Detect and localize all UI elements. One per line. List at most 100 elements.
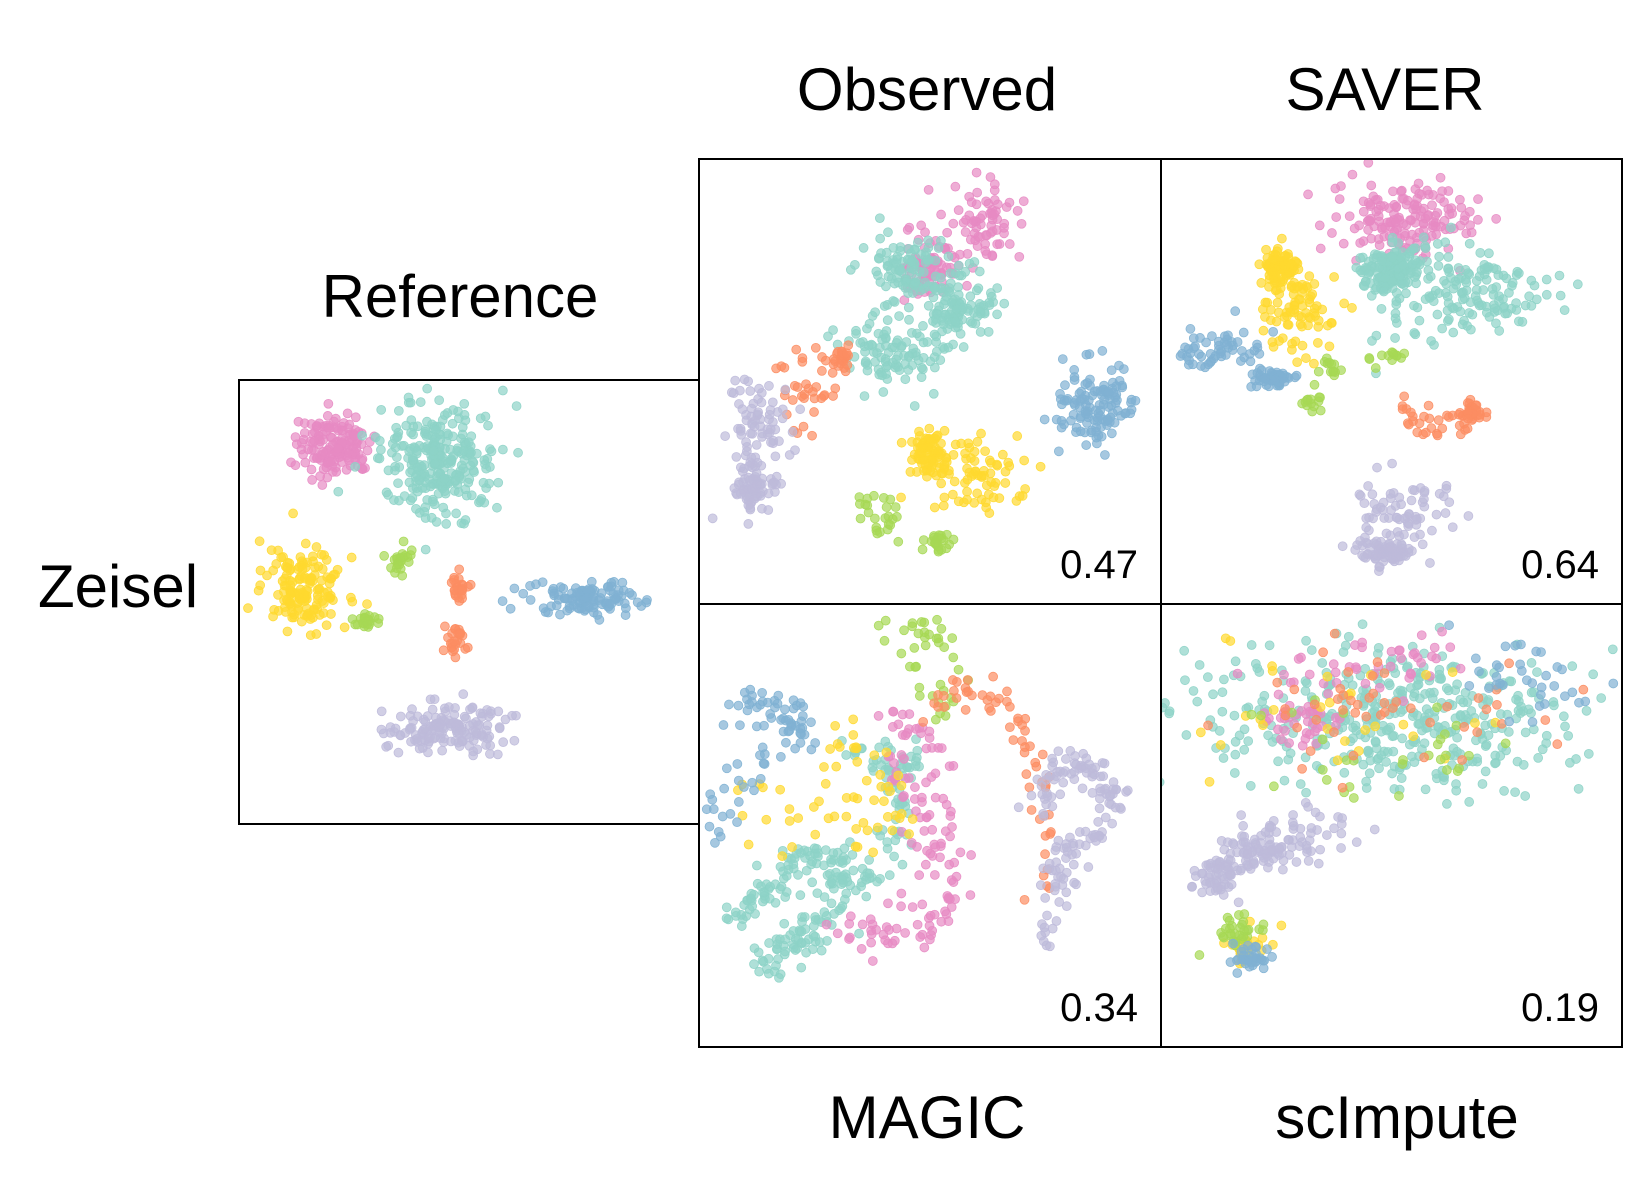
scimpute-point-green: [1348, 793, 1359, 803]
magic-point-pink: [917, 899, 928, 910]
magic-point-pink: [930, 792, 941, 803]
reference-point-blue: [518, 588, 529, 599]
scimpute-point-orange: [1425, 717, 1435, 728]
reference-point-teal: [439, 486, 450, 496]
panel-title-magic: MAGIC: [828, 1084, 1026, 1151]
observed-point-teal: [891, 337, 902, 348]
observed-point-green: [883, 511, 894, 522]
reference-point-yellow: [326, 609, 336, 619]
reference-point-yellow: [312, 590, 323, 601]
magic-point-teal: [752, 860, 762, 871]
scimpute-point-lavender: [1220, 860, 1231, 871]
magic-point-teal: [780, 934, 791, 945]
reference-point-lavender: [376, 706, 387, 717]
scimpute-point-orange: [1379, 698, 1390, 708]
saver-point-green: [1313, 366, 1324, 377]
magic-point-lavender: [1051, 771, 1062, 782]
scimpute-point-pink: [1279, 669, 1289, 680]
scimpute-point-lavender: [1187, 882, 1197, 892]
reference-point-lavender: [482, 705, 492, 715]
scimpute-point-blue: [1515, 659, 1525, 670]
scimpute-point-teal: [1510, 787, 1520, 798]
observed-point-pink: [967, 218, 977, 229]
magic-point-green: [948, 652, 959, 663]
magic-point-blue: [806, 717, 816, 728]
reference-point-teal: [415, 397, 426, 407]
scimpute-point-teal: [1357, 619, 1368, 630]
observed-point-teal: [828, 325, 838, 335]
saver-point-orange: [1470, 400, 1481, 411]
scimpute-point-teal: [1361, 783, 1372, 793]
reference-point-blue: [595, 593, 606, 603]
saver-point-lavender: [1399, 513, 1410, 524]
observed-point-yellow: [992, 460, 1003, 471]
reference-point-yellow: [311, 629, 322, 639]
reference-cluster-teal: [333, 383, 523, 555]
magic-point-green: [933, 637, 944, 648]
scimpute-point-teal: [1267, 737, 1278, 747]
observed-point-yellow: [1019, 455, 1030, 466]
reference-point-teal: [441, 508, 451, 519]
magic-point-orange: [1020, 742, 1030, 752]
magic-point-teal: [765, 881, 776, 892]
scimpute-point-lavender: [1303, 856, 1314, 866]
scimpute-point-teal: [1164, 708, 1175, 719]
magic-point-teal: [884, 870, 895, 881]
saver-point-yellow: [1286, 282, 1297, 293]
reference-point-blue: [537, 577, 548, 588]
reference-point-lavender: [390, 723, 401, 734]
saver-point-orange: [1447, 410, 1458, 421]
scimpute-point-lavender: [1315, 844, 1326, 855]
scimpute-point-teal: [1162, 702, 1168, 713]
scimpute-point-green: [1341, 755, 1352, 766]
observed-point-teal: [878, 387, 889, 397]
scimpute-point-teal: [1480, 766, 1491, 777]
observed-point-yellow: [950, 439, 961, 450]
observed-cluster-teal: [823, 213, 1010, 411]
saver-cluster-lavender: [1337, 458, 1474, 576]
scimpute-point-orange: [1337, 782, 1348, 793]
observed-point-teal: [928, 388, 939, 399]
observed-point-yellow: [927, 456, 937, 467]
saver-point-yellow: [1324, 341, 1335, 352]
magic-point-teal: [831, 867, 841, 878]
saver-point-orange: [1463, 413, 1473, 424]
saver-point-pink: [1455, 194, 1465, 205]
saver-point-pink: [1435, 172, 1446, 183]
saver-point-teal: [1387, 237, 1398, 248]
scimpute-point-lavender: [1242, 845, 1252, 855]
reference-point-yellow: [253, 585, 264, 596]
saver-point-blue: [1227, 345, 1238, 355]
scimpute-point-teal: [1472, 753, 1482, 764]
saver-point-orange: [1397, 404, 1408, 415]
scimpute-point-teal: [1387, 768, 1397, 779]
saver-point-teal: [1363, 269, 1374, 279]
observed-point-pink: [975, 213, 986, 224]
saver-point-lavender: [1403, 543, 1414, 554]
observed-point-green: [855, 513, 866, 524]
scimpute-point-lavender: [1288, 810, 1298, 820]
scimpute-point-teal: [1230, 749, 1241, 760]
scimpute-point-blue: [1256, 954, 1267, 965]
scimpute-point-teal: [1442, 799, 1452, 809]
observed-cluster-green: [854, 490, 959, 557]
scimpute-point-teal: [1230, 736, 1241, 747]
reference-point-teal: [441, 519, 452, 529]
observed-point-yellow: [918, 454, 928, 465]
observed-point-teal: [870, 307, 880, 318]
reference-point-teal: [372, 453, 383, 463]
observed-point-blue: [1082, 378, 1093, 388]
scimpute-point-yellow: [1340, 736, 1350, 746]
reference-point-teal: [393, 478, 403, 489]
scimpute-point-orange: [1350, 707, 1361, 718]
saver-point-yellow: [1272, 297, 1283, 308]
magic-point-teal: [811, 844, 822, 854]
reference-point-yellow: [254, 536, 265, 547]
reference-point-yellow: [346, 592, 356, 603]
magic-point-lavender: [1055, 789, 1066, 800]
scimpute-point-pink: [1437, 626, 1447, 637]
scimpute-point-orange: [1368, 671, 1378, 681]
reference-point-green: [364, 611, 374, 621]
scimpute-point-lavender: [1197, 887, 1207, 898]
observed-point-pink: [950, 181, 961, 192]
